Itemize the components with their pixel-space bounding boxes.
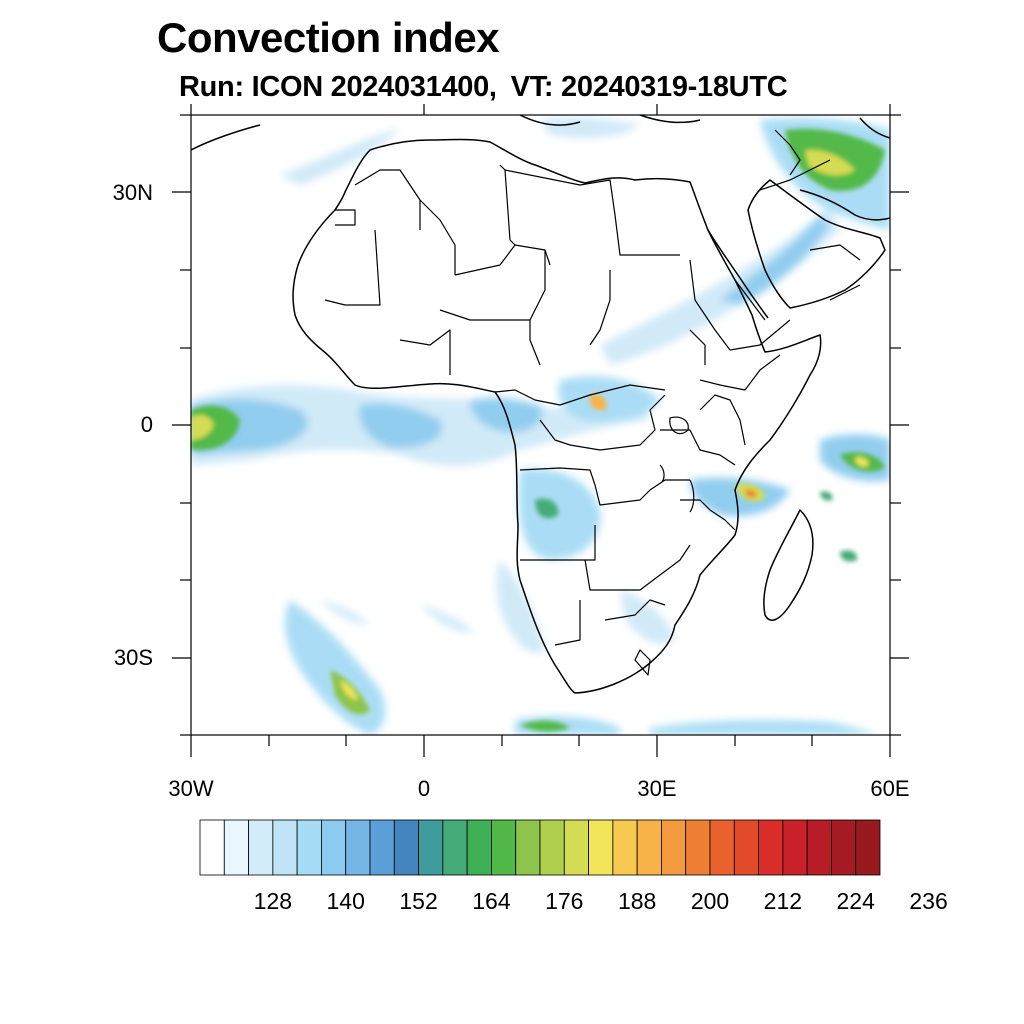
- colorbar-label: 128: [253, 888, 293, 914]
- colorbar-swatch: [782, 819, 808, 876]
- colorbar-swatch: [418, 819, 444, 876]
- colorbar: [199, 819, 881, 876]
- colorbar-swatch: [199, 819, 225, 876]
- run-info: Run: ICON 2024031400, VT: 20240319-18UTC: [179, 71, 788, 104]
- colorbar-swatch: [612, 819, 638, 876]
- lon-label-0: 0: [417, 776, 431, 801]
- lon-label-60e: 60E: [870, 776, 910, 801]
- coastline-borders: [191, 115, 890, 694]
- caspian-coast: [859, 117, 890, 139]
- colorbar-swatch: [442, 819, 468, 876]
- colorbar-swatch: [831, 819, 857, 876]
- colorbar-swatch: [393, 819, 419, 876]
- africa-coastline: [292, 138, 822, 694]
- colorbar-swatch: [758, 819, 784, 876]
- colorbar-swatch: [345, 819, 371, 876]
- colorbar-swatch: [539, 819, 565, 876]
- colorbar-label: 188: [617, 888, 657, 914]
- colorbar-swatch: [491, 819, 517, 876]
- run-label: Run: ICON 2024031400,: [179, 71, 497, 103]
- colorbar-label: 140: [326, 888, 365, 914]
- persian-gulf-coast: [799, 189, 890, 221]
- map-ticks: [172, 104, 909, 757]
- colorbar-label: 224: [836, 888, 875, 914]
- colorbar-label: 152: [399, 888, 438, 914]
- colorbar-swatch: [515, 819, 541, 876]
- arabia-coast: [747, 179, 886, 309]
- colorbar-swatch: [685, 819, 711, 876]
- colorbar-swatch: [272, 819, 298, 876]
- lakes: [659, 416, 695, 513]
- colorbar-swatch: [709, 819, 735, 876]
- convection-field: [191, 117, 890, 735]
- lon-label-30w: 30W: [168, 776, 214, 801]
- chart-title: Convection index: [157, 14, 500, 61]
- colorbar-swatch: [296, 819, 322, 876]
- colorbar-swatch: [563, 819, 589, 876]
- colorbar-label: 200: [690, 888, 730, 914]
- lat-label-0: 0: [140, 412, 153, 437]
- colorbar-label: 212: [763, 888, 803, 914]
- country-borders: [324, 129, 861, 676]
- colorbar-swatch: [369, 819, 395, 876]
- red-sea-coast: [707, 229, 769, 319]
- iberia-coast: [191, 115, 701, 151]
- colorbar-label: 176: [545, 888, 584, 914]
- colorbar-swatch: [466, 819, 492, 876]
- lon-label-30e: 30E: [637, 776, 677, 801]
- colorbar-swatch: [636, 819, 662, 876]
- colorbar-swatch: [661, 819, 687, 876]
- colorbar-swatch: [733, 819, 759, 876]
- colorbar-swatch: [855, 819, 881, 876]
- colorbar-swatch: [248, 819, 274, 876]
- madagascar-coast: [763, 509, 814, 621]
- colorbar-label: 164: [472, 888, 511, 914]
- colorbar-swatch: [321, 819, 347, 876]
- colorbar-swatch: [588, 819, 614, 876]
- colorbar-swatch: [223, 819, 249, 876]
- lat-label-30n: 30N: [112, 180, 153, 205]
- colorbar-label: 236: [909, 888, 948, 914]
- colorbar-swatch: [806, 819, 832, 876]
- valid-time-label: VT: 20240319-18UTC: [510, 71, 788, 103]
- lat-label-30s: 30S: [113, 645, 153, 670]
